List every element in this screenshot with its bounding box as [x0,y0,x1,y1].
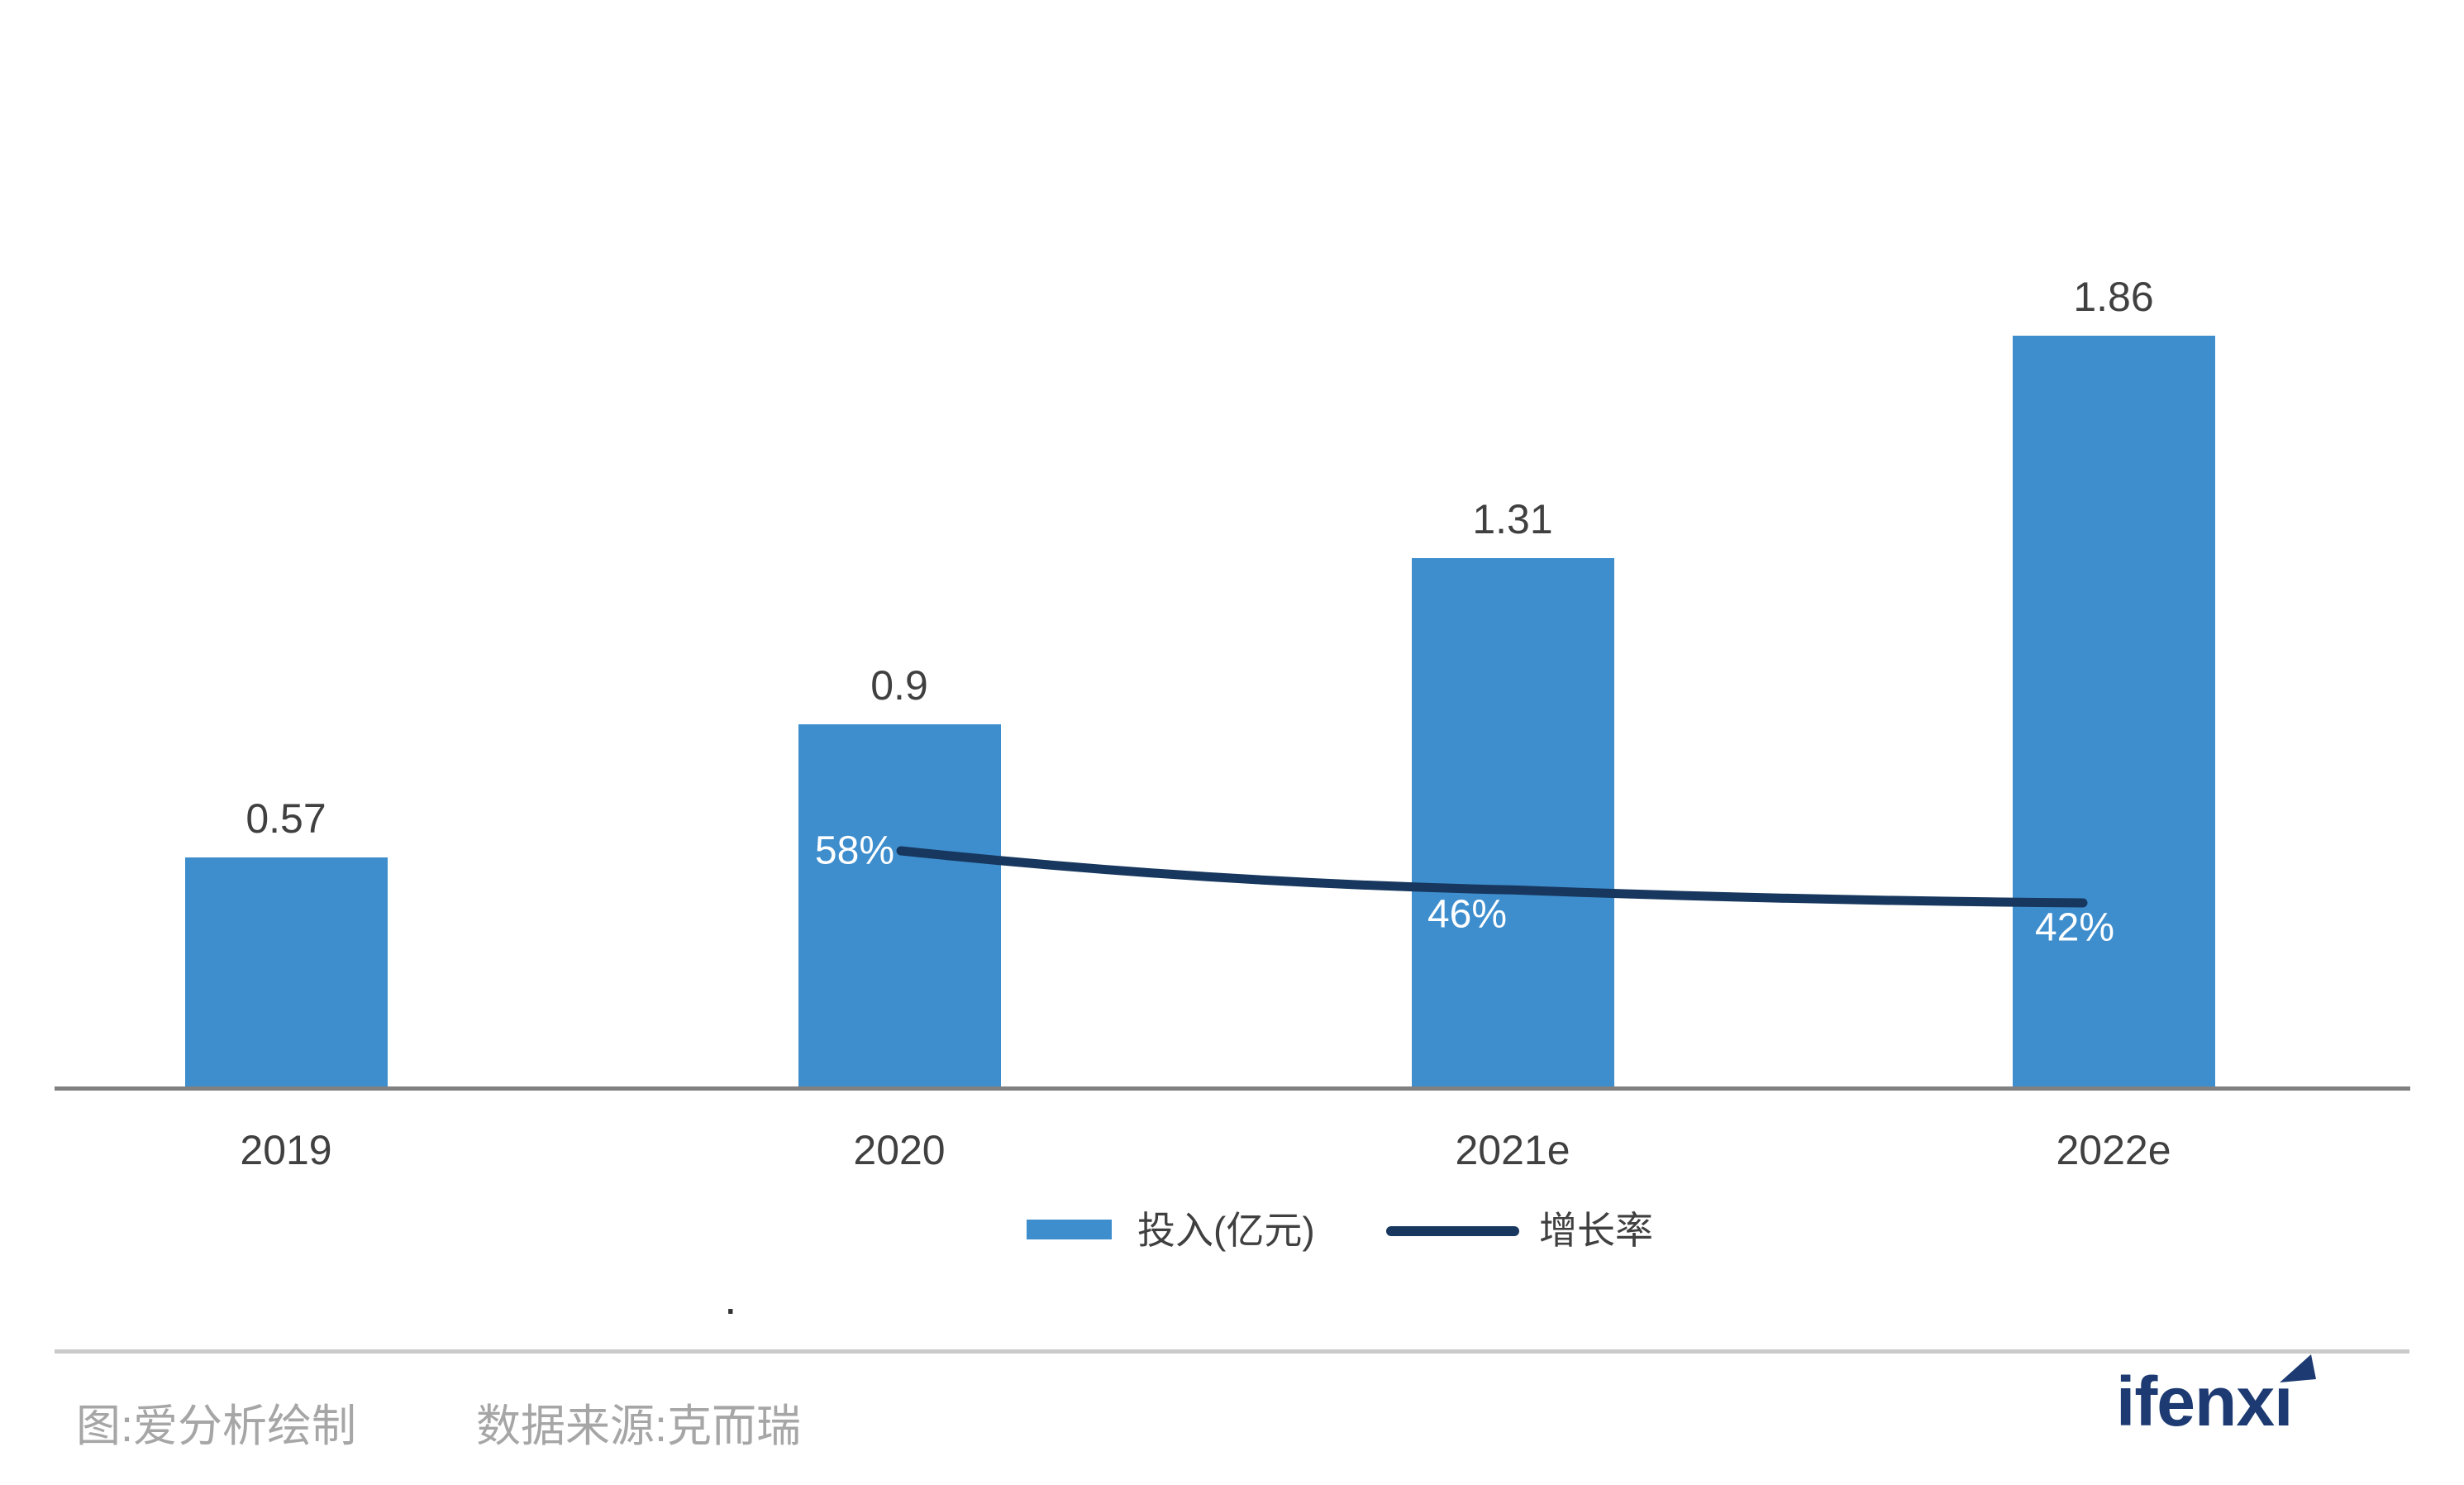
bar-value-label-2020: 0.9 [870,662,928,709]
category-label-2022e: 2022e [2056,1127,2171,1173]
legend-line-swatch-icon [1386,1226,1519,1236]
footer-source-text: 数据来源:克而瑞 [476,1401,802,1451]
legend-line-label: 增长率 [1539,1209,1653,1252]
ifenxi-logo-text: ifenxı [2116,1363,2293,1440]
x-axis-line [55,1086,2410,1091]
growth-point-label-42: 42% [2034,905,2115,950]
bar-2019 [184,857,388,1088]
category-label-2021e: 2021e [1455,1127,1570,1173]
growth-point-label-58: 58% [814,828,894,873]
footer-credit-text: 图:爱分析绘制 [76,1401,357,1451]
bar-2021e [1411,558,1614,1088]
legend-bar-label: 投入(亿元) [1137,1209,1315,1252]
category-label-2019: 2019 [240,1127,332,1173]
ifenxi-logo-flag-icon [2280,1354,2316,1382]
bar-2020 [798,724,1001,1088]
bar-value-label-2019: 0.57 [245,795,326,842]
bar-value-label-2022e: 1.86 [2073,274,2154,320]
legend-bar-swatch-icon [1027,1220,1112,1239]
stray-dot: . [724,1272,737,1324]
footer-divider [55,1349,2409,1354]
ifenxi-logo: ifenxı [2116,1354,2331,1447]
category-label-2020: 2020 [853,1127,946,1173]
growth-point-label-46: 46% [1427,892,1508,937]
bar-value-label-2021e: 1.31 [1472,496,1553,542]
bar-2022e [2012,336,2215,1088]
